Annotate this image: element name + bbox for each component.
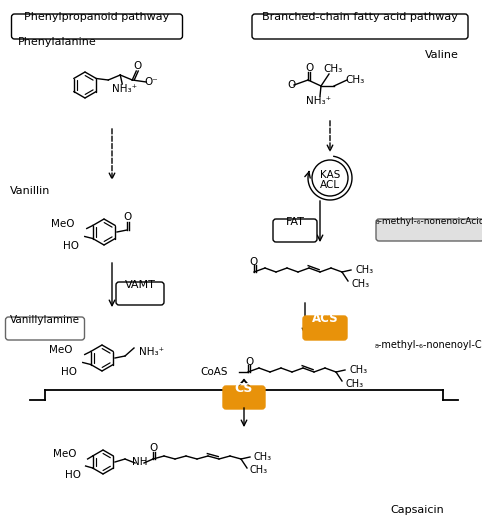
Text: MeO: MeO <box>49 345 73 355</box>
Text: KAS: KAS <box>320 170 340 180</box>
Text: ACS: ACS <box>312 312 338 326</box>
Text: Vanillylamine: Vanillylamine <box>10 315 80 325</box>
Text: Phenylpropanoid pathway: Phenylpropanoid pathway <box>25 12 170 22</box>
Text: CH₃: CH₃ <box>250 465 268 475</box>
Text: O: O <box>133 61 141 71</box>
Text: VAMT: VAMT <box>124 280 155 290</box>
Text: CH₃: CH₃ <box>254 452 272 462</box>
Text: CoAS: CoAS <box>201 367 228 377</box>
Text: O: O <box>124 212 132 222</box>
Text: NH₃⁺: NH₃⁺ <box>112 84 137 94</box>
FancyBboxPatch shape <box>303 316 347 340</box>
Text: O: O <box>245 357 253 367</box>
FancyBboxPatch shape <box>5 317 84 340</box>
Text: NH: NH <box>132 457 148 467</box>
FancyBboxPatch shape <box>376 219 482 241</box>
FancyBboxPatch shape <box>116 282 164 305</box>
Text: CH₃: CH₃ <box>352 279 370 289</box>
Text: CH₃: CH₃ <box>323 64 343 74</box>
Text: CH₃: CH₃ <box>346 75 364 85</box>
Text: FAT: FAT <box>285 217 305 227</box>
Text: O: O <box>249 257 257 267</box>
Text: CH₃: CH₃ <box>346 379 364 389</box>
Text: ACL: ACL <box>320 180 340 190</box>
Text: CH₃: CH₃ <box>350 365 368 375</box>
Text: Valine: Valine <box>425 50 459 60</box>
Text: MeO: MeO <box>51 219 75 229</box>
FancyBboxPatch shape <box>273 219 317 242</box>
FancyBboxPatch shape <box>252 14 468 39</box>
Text: Vanillin: Vanillin <box>10 186 51 196</box>
Text: ₈-methyl-₆-nonenoicAcid: ₈-methyl-₆-nonenoicAcid <box>375 218 482 226</box>
Text: NH₃⁺: NH₃⁺ <box>139 347 164 357</box>
FancyBboxPatch shape <box>223 386 265 409</box>
Text: O: O <box>306 63 314 73</box>
Text: O: O <box>150 443 158 453</box>
Text: ₈-methyl-₆-nonenoyl-CoA: ₈-methyl-₆-nonenoyl-CoA <box>375 340 482 350</box>
Text: MeO: MeO <box>53 449 77 459</box>
FancyBboxPatch shape <box>12 14 183 39</box>
Text: Branched-chain fatty acid pathway: Branched-chain fatty acid pathway <box>262 12 458 22</box>
Text: O: O <box>287 80 295 90</box>
Text: Capsaicin: Capsaicin <box>390 505 444 515</box>
Text: HO: HO <box>63 241 79 251</box>
Text: CH₃: CH₃ <box>356 265 374 275</box>
Text: CS: CS <box>235 383 253 396</box>
Text: NH₃⁺: NH₃⁺ <box>307 96 332 106</box>
Text: HO: HO <box>65 470 80 480</box>
Text: O⁻: O⁻ <box>145 77 158 87</box>
Text: Phenylalanine: Phenylalanine <box>18 37 97 47</box>
Text: HO: HO <box>61 367 77 377</box>
